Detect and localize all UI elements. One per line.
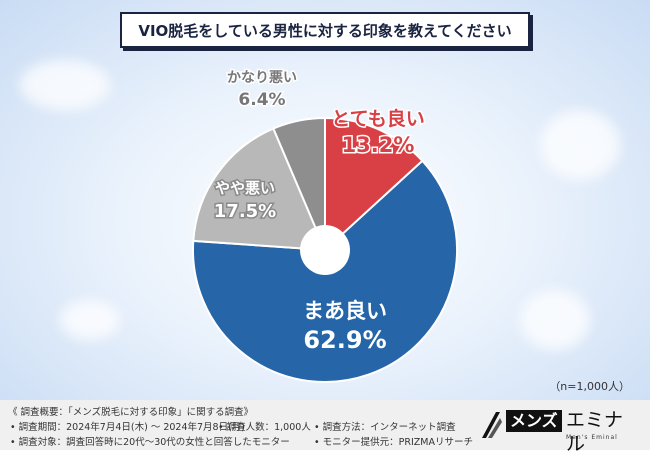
slice-very-good-value-label: 13.2% <box>342 133 415 157</box>
slice-very-good <box>324 116 424 253</box>
survey-count: • 調査人数：1,000人 <box>218 422 311 433</box>
sample-size-note: （n=1,000人） <box>549 380 630 393</box>
logo-mark-icon <box>482 412 502 438</box>
slice-slightly-bad-value-label: 17.5% <box>214 201 276 222</box>
slice-fairly-good-category-label: まあ良い <box>303 299 387 323</box>
logo-subtext: Men's Eminal <box>566 434 618 441</box>
logo-box-text: メンズ <box>506 410 562 432</box>
chart-title: VIO脱毛をしている男性に対する印象を教えてください <box>120 12 530 48</box>
survey-target: • 調査対象：調査回答時に20代～30代の女性と回答したモニター <box>10 437 290 448</box>
survey-provider: • モニター提供元：PRIZMAリサーチ <box>314 437 473 448</box>
survey-method: • 調査方法：インターネット調査 <box>314 422 456 433</box>
slice-slightly-bad <box>192 127 327 252</box>
slice-slightly-bad-category-label: やや悪い <box>215 179 275 197</box>
slice-quite-bad <box>272 116 326 251</box>
survey-heading: 《 調査概要：「メンズ脱毛に対する印象」に関する調査》 <box>8 407 254 418</box>
logo-text: エミナル <box>566 409 624 455</box>
slice-quite-bad-value-label: 6.4% <box>238 90 285 110</box>
pie-chart: とても良い 13.2% まあ良い 62.9% やや悪い 17.5% かなり悪い 6.4% <box>192 69 458 383</box>
survey-period: • 調査期間：2024年7月4日(木) ～ 2024年7月8日(月) <box>10 422 246 433</box>
slice-quite-bad-category-label: かなり悪い <box>227 70 297 86</box>
pie-labels: とても良い 13.2% まあ良い 62.9% やや悪い 17.5% かなり悪い 6.4% <box>212 69 426 356</box>
pie-center-hole <box>300 225 350 275</box>
slice-very-good-category-label: とても良い <box>331 107 424 130</box>
brand-logo: メンズ エミナル Men's Eminal <box>480 406 640 455</box>
footer: 《 調査概要：「メンズ脱毛に対する印象」に関する調査》 • 調査期間：2024年… <box>0 400 650 455</box>
slice-fairly-good-value-label: 62.9% <box>303 326 386 354</box>
